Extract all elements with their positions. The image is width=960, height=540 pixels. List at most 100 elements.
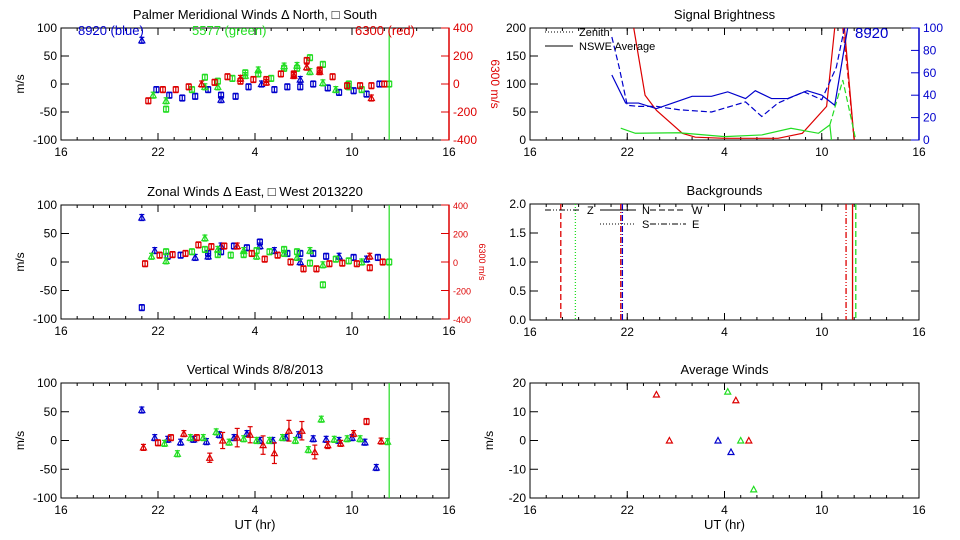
plot-frame (60, 27, 450, 141)
data-point-square (379, 258, 386, 266)
data-point-triangle (212, 427, 221, 435)
x-tick-label: 22 (151, 324, 165, 338)
series-line (633, 27, 836, 139)
y-tick-label: 10 (513, 405, 527, 419)
data-point-square (138, 304, 145, 311)
data-point-square (240, 251, 247, 258)
series-line (843, 27, 855, 141)
x-tick-label: 10 (815, 503, 829, 517)
y-tick-label: -100 (33, 133, 57, 147)
chart-title: Average Winds (681, 362, 769, 377)
data-point-triangle (349, 429, 358, 437)
data-point-triangle (280, 249, 289, 257)
chart-title: Zonal Winds Δ East, □ West 2013220 (147, 184, 363, 199)
data-point-square (250, 76, 257, 83)
x-tick-label: 10 (815, 325, 829, 339)
series-green (160, 414, 392, 458)
y-tick-label: 100 (37, 21, 57, 35)
data-point-triangle (318, 260, 327, 268)
data-point-triangle (241, 71, 250, 79)
data-point-square (217, 92, 225, 99)
data-point-square (293, 65, 301, 72)
x-tick-label: 16 (442, 324, 456, 338)
x-tick-label: 16 (912, 145, 926, 159)
data-point-triangle (291, 436, 300, 444)
x-tick-label: 4 (721, 145, 728, 159)
data-point-square (211, 79, 218, 86)
data-point-triangle (225, 437, 234, 446)
data-point-square (232, 93, 239, 100)
series-red (633, 27, 836, 139)
data-point-square (306, 260, 314, 267)
data-point-square (188, 248, 196, 255)
legend-label: W (692, 205, 703, 217)
data-point-triangle (310, 447, 319, 456)
legend-label: S (642, 219, 649, 231)
data-point-triangle (309, 434, 318, 442)
data-point-triangle (736, 436, 745, 444)
data-point-triangle (347, 433, 357, 441)
data-point-triangle (367, 93, 376, 102)
data-point-triangle (189, 435, 198, 443)
x-tick-label: 16 (442, 503, 456, 517)
series-red (652, 390, 753, 444)
data-point-triangle (162, 96, 171, 104)
data-point-triangle (218, 436, 227, 444)
data-point-triangle (233, 241, 242, 250)
data-point-square (374, 254, 381, 261)
data-point-square (156, 252, 163, 259)
x-tick-label: 4 (252, 145, 259, 159)
series-blue (137, 405, 381, 472)
data-point-square (350, 87, 357, 94)
x-tick-label: 16 (523, 145, 537, 159)
series-line (829, 79, 857, 141)
y2-tick-label: -200 (453, 105, 477, 119)
data-point-square (205, 250, 212, 257)
data-point-square (339, 260, 346, 267)
series-green (723, 387, 758, 493)
data-point-square (326, 260, 333, 267)
data-point-triangle (147, 252, 156, 260)
y2-tick-label: 200 (453, 49, 473, 63)
annotation-red: 6300 (red) (355, 23, 415, 38)
panel-2: Zonal Winds Δ East, □ West 2013220 16 22 4 1… (13, 184, 487, 338)
y2-axis-label: 6300 m/s (488, 59, 502, 108)
y2-tick-label: -400 (453, 133, 477, 147)
data-point-triangle (318, 78, 327, 86)
chart-title: Palmer Meridional Winds Δ North, □ South (133, 7, 377, 22)
data-point-triangle (714, 436, 723, 444)
chart-title: Backgrounds (687, 183, 763, 198)
x-tick-label: 16 (54, 503, 68, 517)
legend: Zenith NSWE Average (545, 27, 655, 53)
series-green (147, 233, 393, 289)
x-axis-label: UT (hr) (235, 517, 276, 532)
series-green (620, 123, 833, 141)
data-point-square (297, 250, 304, 257)
y2-tick-label: 0 (923, 133, 930, 147)
data-point-square (368, 82, 375, 89)
data-point-square (185, 83, 192, 90)
data-point-triangle (723, 387, 732, 395)
data-point-square (182, 250, 189, 257)
data-point-square (201, 74, 208, 81)
data-point-square (221, 242, 228, 250)
data-point-triangle (304, 445, 313, 453)
data-point-triangle (265, 436, 274, 444)
data-point-triangle (294, 430, 303, 438)
data-point-square (201, 246, 208, 253)
x-tick-label: 10 (345, 145, 359, 159)
y-tick-label: 0 (50, 434, 57, 448)
data-point-square (179, 94, 186, 102)
y-axis-label: m/s (482, 431, 496, 450)
data-point-square (255, 70, 262, 78)
data-point-triangle (289, 71, 298, 79)
annotation-blue: 8920 (855, 25, 888, 42)
data-point-triangle (296, 257, 305, 266)
legend-label: Z (587, 205, 594, 217)
y-axis-label: m/s (13, 74, 27, 93)
legend-label: Zenith (579, 27, 610, 39)
data-point-triangle (163, 435, 172, 443)
x-tick-label: 4 (252, 503, 259, 517)
